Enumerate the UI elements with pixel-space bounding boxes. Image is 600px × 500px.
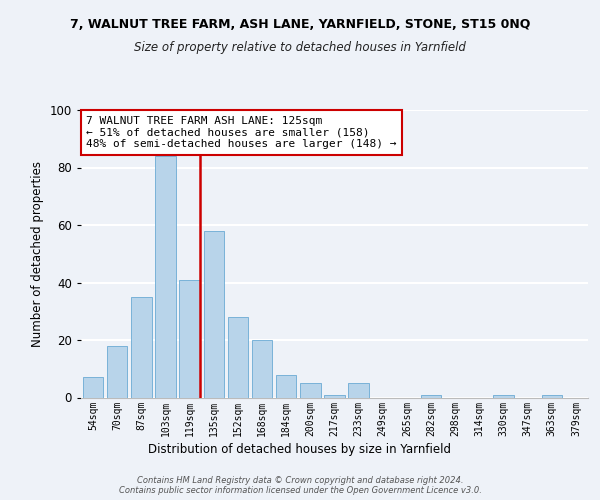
Text: Size of property relative to detached houses in Yarnfield: Size of property relative to detached ho… — [134, 41, 466, 54]
Text: 7 WALNUT TREE FARM ASH LANE: 125sqm
← 51% of detached houses are smaller (158)
4: 7 WALNUT TREE FARM ASH LANE: 125sqm ← 51… — [86, 116, 397, 149]
Bar — [227, 317, 248, 398]
Bar — [349, 383, 369, 398]
Bar — [252, 340, 272, 398]
Text: 7, WALNUT TREE FARM, ASH LANE, YARNFIELD, STONE, ST15 0NQ: 7, WALNUT TREE FARM, ASH LANE, YARNFIELD… — [70, 18, 530, 30]
Bar — [179, 280, 200, 398]
Y-axis label: Number of detached properties: Number of detached properties — [31, 161, 44, 347]
Text: Distribution of detached houses by size in Yarnfield: Distribution of detached houses by size … — [149, 442, 452, 456]
Bar — [324, 394, 345, 398]
Bar — [131, 297, 152, 398]
Text: Contains HM Land Registry data © Crown copyright and database right 2024.
Contai: Contains HM Land Registry data © Crown c… — [119, 476, 481, 495]
Bar — [107, 346, 127, 398]
Bar — [300, 383, 320, 398]
Bar — [203, 231, 224, 398]
Bar — [155, 156, 176, 398]
Bar — [276, 374, 296, 398]
Bar — [542, 394, 562, 398]
Bar — [421, 394, 442, 398]
Bar — [83, 378, 103, 398]
Bar — [493, 394, 514, 398]
